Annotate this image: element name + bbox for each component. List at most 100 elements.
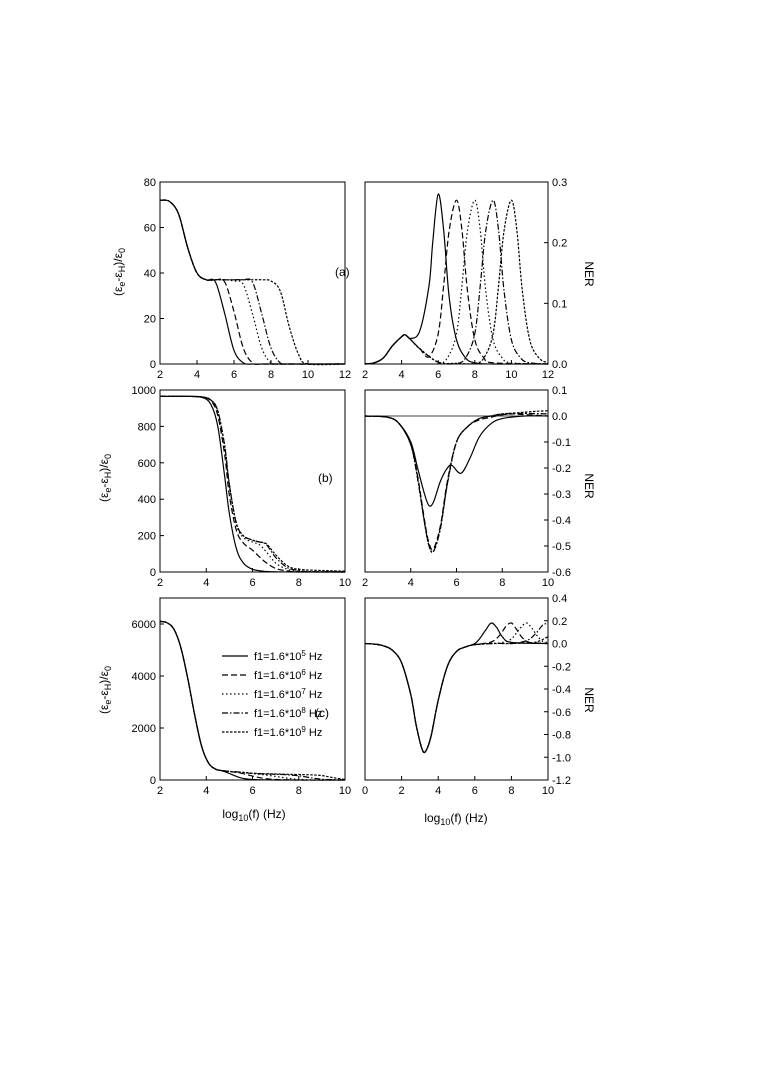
- series-line-shortdot: [364, 636, 549, 754]
- panel-label-c: (c): [315, 706, 329, 720]
- y-tick-label: -0.4: [552, 515, 571, 527]
- x-tick-label: 6: [231, 369, 237, 381]
- legend-entry-5: f1=1.6*109 Hz: [254, 725, 322, 739]
- x-tick-label: 2: [157, 785, 163, 797]
- x-tick-label: 6: [472, 785, 478, 797]
- x-tick-label: 6: [249, 785, 255, 797]
- y-tick-label: -0.5: [552, 541, 571, 553]
- x-tick-label: 10: [505, 369, 517, 381]
- y-tick-label: 0.2: [552, 616, 567, 628]
- y-tick-label: 0: [150, 359, 156, 371]
- xlabel-c-left: log10(f) (Hz): [222, 807, 285, 823]
- x-tick-label: 10: [339, 577, 351, 589]
- plot-frame: [364, 389, 549, 573]
- y-tick-label: 0.4: [552, 593, 567, 605]
- x-tick-label: 6: [249, 577, 255, 589]
- y-tick-label: -0.4: [552, 684, 571, 696]
- y-tick-label: 0.1: [552, 298, 567, 310]
- y-tick-label: 1000: [132, 385, 156, 397]
- x-tick-label: 10: [542, 577, 554, 589]
- x-tick-label: 2: [157, 577, 163, 589]
- ylabel-c-right: NER: [582, 687, 596, 713]
- plot-panel-b-right: 2 4 6 8 10 0.1 0.0 -0.1 -0.2 -0.3 -0.4 -0.5 -0.6: [362, 385, 571, 589]
- legend-entry-1: f1=1.6*105 Hz: [254, 649, 322, 663]
- x-tick-label: 4: [399, 369, 405, 381]
- series-line-dash: [364, 199, 549, 365]
- series-line-dashdot: [364, 622, 549, 754]
- y-tick-label: 40: [144, 268, 156, 280]
- x-tick-label: 12: [339, 369, 351, 381]
- x-tick-label: 10: [542, 785, 554, 797]
- x-tick-label: 4: [435, 785, 441, 797]
- series-line-shortdot: [159, 395, 346, 572]
- series-line-dot: [364, 622, 549, 754]
- y-tick-label: 0.3: [552, 177, 567, 189]
- y-tick-label: 800: [138, 421, 156, 433]
- y-tick-label: 80: [144, 177, 156, 189]
- ylabel-b-right: NER: [582, 473, 596, 499]
- xlabel-c-right: log10(f) (Hz): [424, 811, 487, 827]
- x-tick-label: 12: [542, 369, 554, 381]
- x-tick-label: 6: [453, 577, 459, 589]
- y-tick-label: -0.1: [552, 437, 571, 449]
- x-tick-label: 8: [499, 577, 505, 589]
- y-tick-label: 200: [138, 531, 156, 543]
- series-line-dot: [364, 412, 549, 553]
- x-tick-label: 6: [435, 369, 441, 381]
- plot-panel-b-left: 2 4 6 8 10 0 200 400 600 800 1000: [132, 385, 352, 589]
- y-tick-label: 0: [150, 775, 156, 787]
- y-tick-label: 0.0: [552, 639, 567, 651]
- ylabel-c-left: (εe-εH)/ε0: [97, 666, 113, 714]
- x-tick-label: 2: [362, 369, 368, 381]
- y-tick-label: 0.0: [552, 411, 567, 423]
- x-tick-label: 0: [362, 785, 368, 797]
- y-tick-label: -0.2: [552, 463, 571, 475]
- y-tick-label: 4000: [132, 671, 156, 683]
- y-tick-label: 600: [138, 458, 156, 470]
- x-tick-label: 4: [203, 577, 209, 589]
- series-line-solid: [364, 622, 549, 754]
- y-tick-label: 0.1: [552, 385, 567, 397]
- series-line-shortdot: [159, 199, 346, 366]
- y-tick-label: -0.6: [552, 707, 571, 719]
- legend-entry-4: f1=1.6*108 Hz: [254, 706, 322, 720]
- series-line-shortdot: [159, 620, 346, 781]
- y-tick-label: 0.2: [552, 238, 567, 250]
- x-tick-label: 4: [203, 785, 209, 797]
- series-line-dash: [364, 413, 549, 551]
- x-tick-label: 4: [408, 577, 414, 589]
- x-tick-label: 8: [296, 785, 302, 797]
- plot-panel-c-right: 0 2 4 6 8 10 0.4 0.2 0.0 -0.2 -0.4 -0.6 -0.8 -1.0 -1.2: [362, 593, 571, 797]
- series-line-dash: [364, 622, 549, 754]
- y-tick-label: 20: [144, 314, 156, 326]
- plot-panel-c-left: 2 4 6 8 10 0 2000 4000 6000: [132, 597, 351, 797]
- x-tick-label: 4: [194, 369, 200, 381]
- y-tick-label: 6000: [132, 619, 156, 631]
- y-tick-label: -0.8: [552, 730, 571, 742]
- x-tick-label: 8: [296, 577, 302, 589]
- y-tick-label: -0.3: [552, 489, 571, 501]
- plot-frame: [364, 597, 549, 781]
- y-tick-label: -0.2: [552, 661, 571, 673]
- plot-frame: [159, 181, 346, 365]
- y-tick-label: 60: [144, 223, 156, 235]
- y-tick-label: -1.0: [552, 752, 571, 764]
- legend-entry-3: f1=1.6*107 Hz: [254, 687, 322, 701]
- x-tick-label: 10: [302, 369, 314, 381]
- ylabel-b-left: (εe-εH)/ε0: [97, 454, 113, 502]
- x-tick-label: 8: [472, 369, 478, 381]
- y-tick-label: 0.0: [552, 359, 567, 371]
- x-tick-label: 2: [157, 369, 163, 381]
- x-tick-label: 2: [399, 785, 405, 797]
- plot-panel-a-left: 2 4 6 8 10 12 0 20 40 60 80: [144, 177, 351, 381]
- legend-entry-2: f1=1.6*106 Hz: [254, 668, 322, 682]
- y-tick-label: 0: [150, 567, 156, 579]
- x-tick-label: 8: [508, 785, 514, 797]
- panel-label-a: (a): [335, 265, 350, 279]
- y-tick-label: -1.2: [552, 775, 571, 787]
- series-line-dashdot: [159, 199, 346, 365]
- series-line-dashdot: [364, 199, 549, 365]
- legend: f1=1.6*105 Hz f1=1.6*106 Hz f1=1.6*107 H…: [222, 649, 322, 739]
